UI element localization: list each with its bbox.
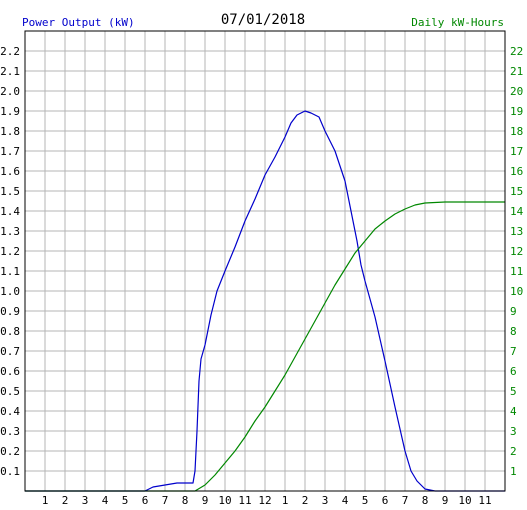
y-left-tick-label: 0.6 — [0, 365, 20, 378]
y-left-tick-label: 0.5 — [0, 385, 20, 398]
y-right-tick-label: 13 — [510, 225, 523, 238]
y-right-tick-label: 21 — [510, 65, 523, 78]
y-right-tick-label: 19 — [510, 105, 523, 118]
daily-kwh-line — [25, 201, 505, 492]
x-tick-label: 5 — [122, 494, 129, 507]
y-right-tick-label: 11 — [510, 265, 523, 278]
x-tick-label: 3 — [322, 494, 329, 507]
x-tick-label: 7 — [402, 494, 409, 507]
x-tick-label: 2 — [62, 494, 69, 507]
y-left-tick-label: 1.4 — [0, 205, 20, 218]
y-left-tick-label: 0.2 — [0, 445, 20, 458]
x-tick-label: 6 — [382, 494, 389, 507]
y-left-tick-label: 1.2 — [0, 245, 20, 258]
y-right-tick-label: 5 — [510, 385, 517, 398]
x-tick-label: 4 — [342, 494, 349, 507]
y-right-tick-label: 2 — [510, 445, 517, 458]
y-left-tick-label: 0.8 — [0, 325, 20, 338]
x-tick-label: 11 — [478, 494, 491, 507]
x-tick-label: 12 — [258, 494, 271, 507]
y-right-tick-label: 12 — [510, 245, 523, 258]
y-right-tick-label: 14 — [510, 205, 524, 218]
y-left-tick-label: 1.3 — [0, 225, 20, 238]
y-right-tick-label: 6 — [510, 365, 517, 378]
y-left-tick-label: 0.1 — [0, 465, 20, 478]
y-right-tick-label: 22 — [510, 45, 523, 58]
y-left-tick-label: 1.9 — [0, 105, 20, 118]
y-right-tick-label: 8 — [510, 325, 517, 338]
x-tick-label: 8 — [182, 494, 189, 507]
y-left-tick-label: 2.1 — [0, 65, 20, 78]
y-right-tick-label: 7 — [510, 345, 517, 358]
x-tick-label: 1 — [282, 494, 289, 507]
y-left-tick-label: 1.5 — [0, 185, 20, 198]
plot-frame — [24, 30, 506, 492]
x-tick-label: 6 — [142, 494, 149, 507]
y-left-tick-label: 1.7 — [0, 145, 20, 158]
y-left-tick-label: 1.1 — [0, 265, 20, 278]
y-left-ticks: 0.1 0.2 0.3 0.4 0.5 0.6 0.7 0.8 0.9 1.0 1.1 1.2 1.3 1… — [0, 45, 20, 478]
y-left-tick-label: 1.6 — [0, 165, 20, 178]
x-tick-label: 11 — [238, 494, 251, 507]
y-right-tick-label: 3 — [510, 425, 517, 438]
y-left-tick-label: 2.2 — [0, 45, 20, 58]
x-tick-label: 9 — [442, 494, 449, 507]
y-left-tick-label: 1.8 — [0, 125, 20, 138]
x-tick-label: 10 — [458, 494, 471, 507]
y-right-tick-label: 4 — [510, 405, 517, 418]
grid — [25, 31, 505, 491]
y-left-tick-label: 1.0 — [0, 285, 20, 298]
y-left-tick-label: 0.9 — [0, 305, 20, 318]
x-tick-label: 10 — [218, 494, 231, 507]
x-tick-label: 9 — [202, 494, 209, 507]
chart-title: 07/01/2018 — [221, 12, 305, 28]
x-tick-label: 7 — [162, 494, 169, 507]
y-right-tick-label: 15 — [510, 185, 523, 198]
x-tick-label: 5 — [362, 494, 369, 507]
y-left-tick-label: 0.3 — [0, 425, 20, 438]
power-output-line — [25, 110, 505, 492]
y-left-tick-label: 2.0 — [0, 85, 20, 98]
y-right-tick-label: 10 — [510, 285, 523, 298]
x-tick-label: 2 — [302, 494, 309, 507]
y-right-tick-label: 18 — [510, 125, 523, 138]
x-tick-label: 8 — [422, 494, 429, 507]
y-right-tick-label: 16 — [510, 165, 523, 178]
y-right-tick-label: 17 — [510, 145, 523, 158]
left-axis-label: Power Output (kW) — [22, 16, 135, 29]
y-left-tick-label: 0.7 — [0, 345, 20, 358]
x-ticks: 1 2 3 4 5 6 7 8 9 10 11 12 1 2 3 4 5 6 7 8 9 10 11 — [42, 494, 492, 507]
x-tick-label: 1 — [42, 494, 49, 507]
x-tick-label: 3 — [82, 494, 89, 507]
right-axis-label: Daily kW-Hours — [411, 16, 504, 29]
y-right-tick-label: 20 — [510, 85, 523, 98]
y-right-tick-label: 9 — [510, 305, 517, 318]
y-right-tick-label: 1 — [510, 465, 517, 478]
y-left-tick-label: 0.4 — [0, 405, 20, 418]
series-layer — [25, 110, 505, 492]
x-tick-label: 4 — [102, 494, 109, 507]
